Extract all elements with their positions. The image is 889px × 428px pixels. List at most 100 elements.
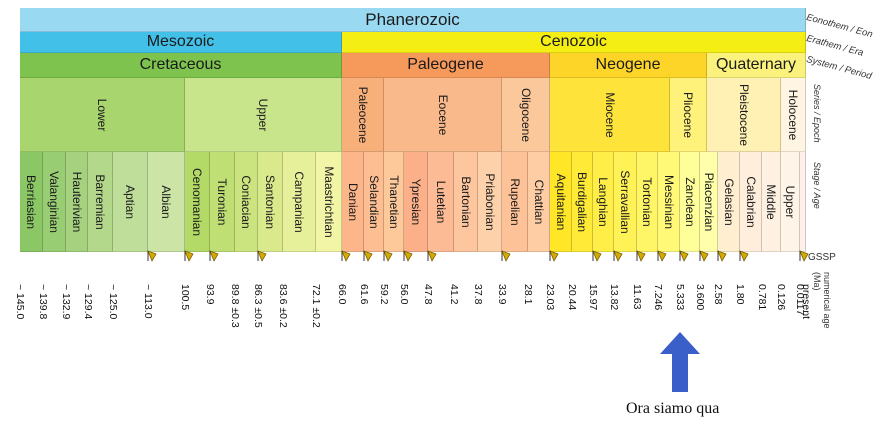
stage-label: Campanian bbox=[292, 170, 306, 233]
era-cell: Mesozoic bbox=[20, 32, 342, 53]
stage-cell: Middle bbox=[762, 152, 781, 252]
stage-cell: Upper bbox=[781, 152, 800, 252]
annotation-caption: Ora siamo qua bbox=[626, 400, 720, 417]
stage-cell: Cenomanian bbox=[185, 152, 210, 252]
stage-label: Gelasian bbox=[721, 177, 736, 226]
stage-cell bbox=[800, 152, 806, 252]
stage-cell: Calabrian bbox=[740, 152, 762, 252]
stage-cell: Ypresian bbox=[404, 152, 428, 252]
stage-cell: Chattian bbox=[528, 152, 550, 252]
stage-cell: Hauterivian bbox=[66, 152, 88, 252]
age-value: 7.246 bbox=[652, 284, 664, 311]
stage-label: Barremian bbox=[93, 173, 107, 230]
period-cell: Cretaceous bbox=[20, 53, 342, 78]
age-value: 11.63 bbox=[631, 284, 643, 310]
stage-label: Tortonian bbox=[640, 176, 654, 227]
stage-cell: Priabonian bbox=[478, 152, 502, 252]
epoch-label: Pleistocene bbox=[736, 83, 751, 146]
epoch-cell: Oligocene bbox=[502, 78, 550, 152]
era-label: Mesozoic bbox=[146, 33, 215, 50]
age-value: 1.80 bbox=[734, 284, 746, 305]
arrow-shape bbox=[660, 332, 700, 392]
age-value: 2.58 bbox=[712, 284, 724, 305]
stage-label: Middle bbox=[764, 183, 778, 220]
epoch-label: Pliocene bbox=[681, 91, 695, 138]
age-value: ~ 113.0 bbox=[142, 284, 154, 319]
epoch-label: Paleocene bbox=[355, 86, 370, 143]
stage-cell: Berriasian bbox=[20, 152, 43, 252]
row-title-age: numerical age (Ma) bbox=[812, 272, 832, 329]
age-value: 61.6 bbox=[358, 284, 370, 305]
stage-label: Berriasian bbox=[24, 174, 38, 229]
age-value: 3.600 bbox=[694, 284, 706, 311]
stage-label: Danian bbox=[345, 182, 360, 221]
age-value: 20.44 bbox=[566, 284, 578, 311]
stage-cell: Selandian bbox=[364, 152, 384, 252]
stage-label: Bartonian bbox=[458, 175, 473, 228]
row-title-period: System / Period bbox=[805, 54, 873, 82]
stage-cell: Serravallian bbox=[614, 152, 637, 252]
age-value: 0.781 bbox=[756, 284, 768, 311]
epoch-cell: Eocene bbox=[384, 78, 502, 152]
stage-cell: Maastrichtian bbox=[316, 152, 342, 252]
age-value: 33.9 bbox=[496, 284, 508, 305]
stage-label: Maastrichtian bbox=[321, 165, 336, 238]
stage-label: Hauterivian bbox=[69, 171, 84, 232]
age-value: present bbox=[800, 284, 812, 320]
epoch-label: Miocene bbox=[602, 91, 617, 138]
eon-cell: Phanerozoic bbox=[20, 8, 806, 32]
stage-cell: Campanian bbox=[283, 152, 316, 252]
age-value: 66.0 bbox=[336, 284, 348, 305]
period-label: Cretaceous bbox=[139, 56, 222, 73]
stage-label: Valanginian bbox=[47, 170, 61, 233]
stage-cell: Aptian bbox=[113, 152, 148, 252]
stage-label: Calabrian bbox=[743, 175, 758, 228]
age-value: ~ 145.0 bbox=[14, 284, 26, 320]
epoch-cell: Lower bbox=[20, 78, 185, 152]
age-value: 86.3 ±0.5 bbox=[252, 284, 264, 328]
row-title-gssp: GSSP bbox=[808, 252, 836, 263]
period-label: Paleogene bbox=[407, 56, 484, 73]
age-value: 100.5 bbox=[179, 284, 191, 311]
stage-cell: Rupelian bbox=[502, 152, 528, 252]
age-value: 41.2 bbox=[448, 284, 460, 305]
stage-label: Chattian bbox=[531, 179, 546, 224]
stage-label: Turonian bbox=[215, 178, 229, 225]
age-value: 5.333 bbox=[674, 284, 686, 311]
epoch-cell: Miocene bbox=[550, 78, 670, 152]
eon-label: Phanerozoic bbox=[365, 9, 460, 29]
row-title-stage: Stage / Age bbox=[812, 162, 822, 209]
period-cell: Paleogene bbox=[342, 53, 550, 78]
age-value: 37.8 bbox=[472, 284, 484, 305]
stage-cell: Danian bbox=[342, 152, 364, 252]
age-value: 72.1 ±0.2 bbox=[310, 284, 322, 328]
stage-label: Zanclean bbox=[682, 176, 697, 227]
stage-label: Albian bbox=[159, 184, 173, 219]
stage-label: Priabonian bbox=[482, 172, 497, 231]
period-cell: Neogene bbox=[550, 53, 707, 78]
period-label: Neogene bbox=[595, 56, 661, 73]
age-value: ~ 129.4 bbox=[82, 284, 94, 320]
stage-cell: Coniacian bbox=[235, 152, 258, 252]
stage-label: Aptian bbox=[123, 184, 137, 219]
stage-label: Messinian bbox=[661, 174, 676, 229]
stage-cell: Santonian bbox=[258, 152, 283, 252]
age-value: ~ 139.8 bbox=[37, 284, 49, 320]
age-value: 56.0 bbox=[398, 284, 410, 305]
row-title-epoch: Series / Epoch bbox=[812, 84, 822, 143]
stage-label: Upper bbox=[783, 185, 797, 218]
age-value: 28.1 bbox=[522, 284, 534, 305]
age-value: 0.126 bbox=[775, 284, 787, 311]
epoch-cell: Pliocene bbox=[670, 78, 707, 152]
stage-cell: Thanetian bbox=[384, 152, 404, 252]
stage-cell: Burdigalian bbox=[572, 152, 593, 252]
stage-label: Rupelian bbox=[507, 177, 522, 226]
age-value: 83.6 ±0.2 bbox=[277, 284, 289, 328]
stage-label: Cenomanian bbox=[190, 167, 204, 236]
arrow-up-icon bbox=[660, 332, 700, 392]
stage-cell: Lutetian bbox=[428, 152, 454, 252]
stage-cell: Bartonian bbox=[454, 152, 478, 252]
age-value: 93.9 bbox=[204, 284, 216, 305]
age-value: 59.2 bbox=[378, 284, 390, 305]
